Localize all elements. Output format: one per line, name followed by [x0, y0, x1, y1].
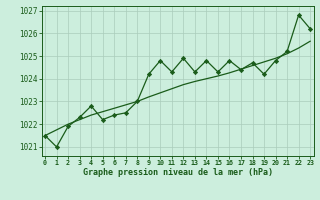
X-axis label: Graphe pression niveau de la mer (hPa): Graphe pression niveau de la mer (hPa): [83, 168, 273, 177]
